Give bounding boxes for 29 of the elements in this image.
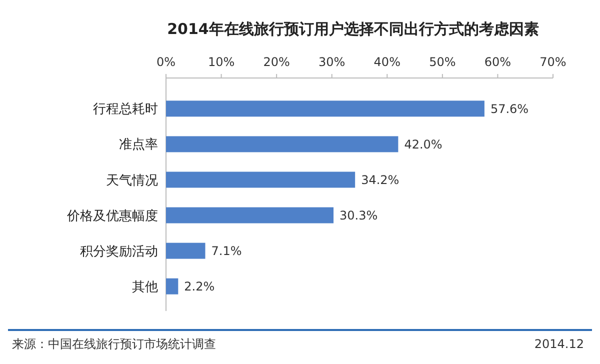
x-tick-label: 50% xyxy=(429,55,456,69)
data-label: 7.1% xyxy=(211,244,242,258)
x-tick-label: 30% xyxy=(318,55,346,69)
bar xyxy=(166,172,356,188)
bar xyxy=(166,207,334,224)
x-tick-label: 0% xyxy=(156,55,176,69)
y-tick-label: 行程总耗时 xyxy=(93,102,158,118)
y-tick-label: 价格及优惠幅度 xyxy=(66,208,158,224)
data-label: 34.2% xyxy=(361,172,400,187)
data-label: 42.0% xyxy=(404,137,442,152)
text: 2014.12 xyxy=(534,337,584,351)
data-label: 2.2% xyxy=(184,280,215,294)
x-tick-label: 40% xyxy=(374,55,400,69)
x-tick-label: 10% xyxy=(208,55,235,69)
data-label: 30.3% xyxy=(340,208,378,222)
x-tick-label: 60% xyxy=(484,55,512,69)
bar xyxy=(166,242,206,259)
y-tick-label: 其他 xyxy=(132,280,158,295)
chart-title: 2014年在线旅行预订用户选择不同出行方式的考虑因素 xyxy=(167,20,539,38)
x-tick-label: 70% xyxy=(540,55,566,69)
data-label: 57.6% xyxy=(490,102,529,116)
source-note: 来源：中国在线旅行预订市场统计调查 xyxy=(12,337,216,351)
x-tick-label: 20% xyxy=(263,55,290,69)
y-tick-label: 天气情况 xyxy=(106,173,158,188)
bar xyxy=(166,278,178,294)
bar xyxy=(166,100,484,117)
y-tick-label: 准点率 xyxy=(119,136,158,153)
bar xyxy=(166,136,398,152)
y-tick-label: 积分奖励活动 xyxy=(80,244,158,260)
